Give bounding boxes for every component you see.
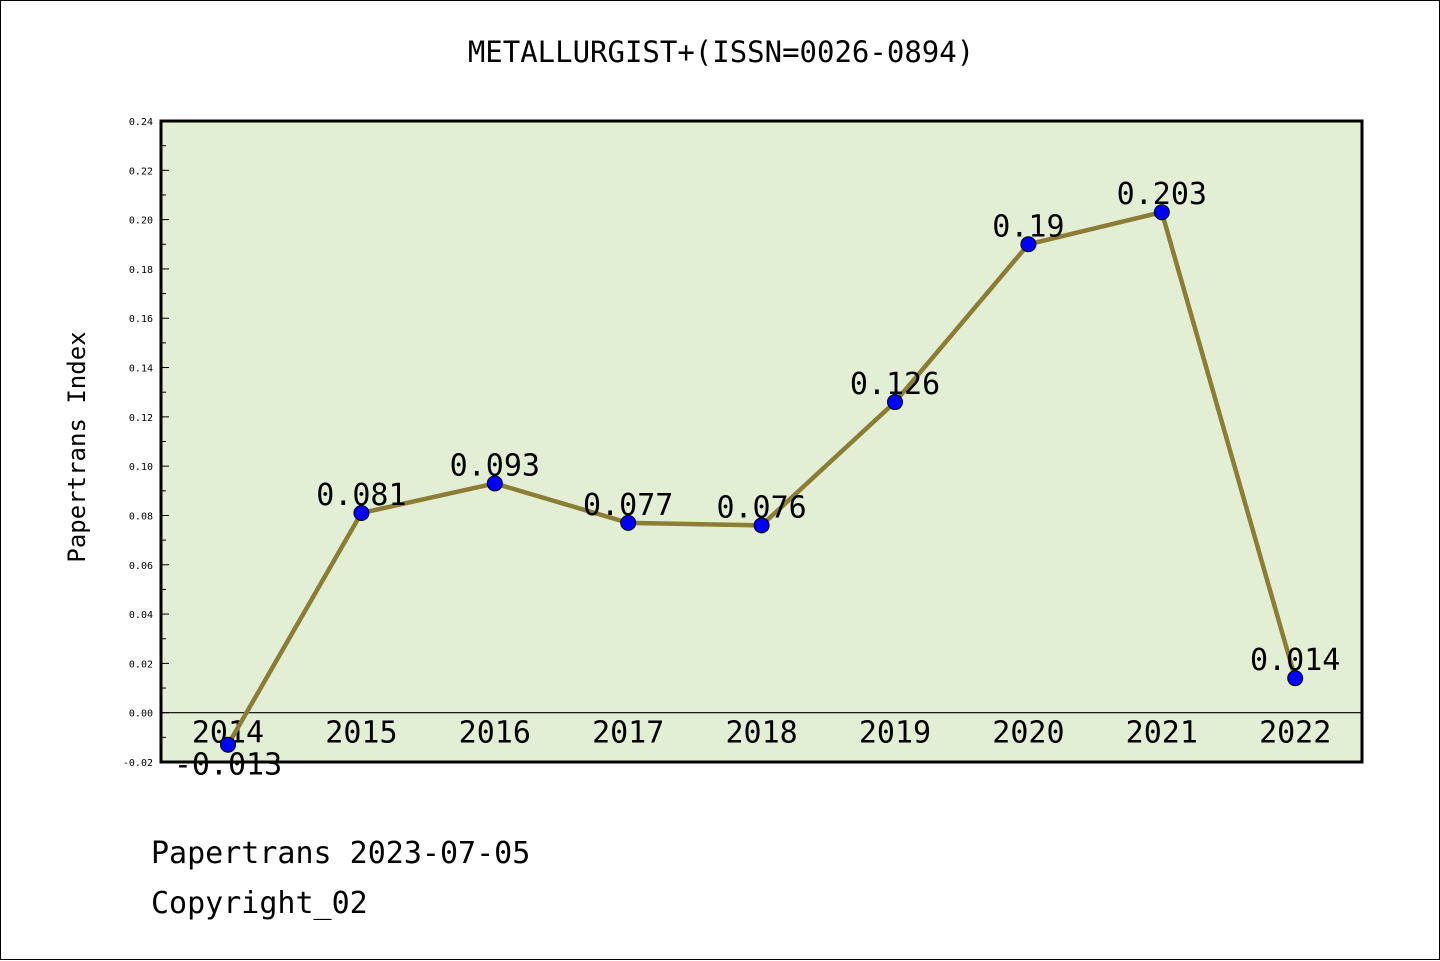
data-point (486, 475, 503, 492)
y-tick-label: 0.04 (129, 610, 153, 621)
data-label: -0.013 (174, 748, 282, 783)
y-tick-label: -0.02 (123, 758, 153, 769)
data-label: 0.081 (316, 478, 406, 513)
data-label: 0.076 (716, 490, 806, 525)
x-tick-label: 2016 (459, 716, 531, 751)
footer-copyright: Copyright_02 (151, 886, 368, 921)
data-point (1287, 670, 1304, 687)
x-tick-label: 2015 (325, 716, 397, 751)
data-point (620, 514, 637, 531)
data-label: 0.203 (1117, 177, 1207, 212)
data-point (887, 394, 903, 411)
data-label: 0.093 (450, 448, 540, 483)
x-tick-label: 2020 (992, 716, 1064, 751)
footer-source: Papertrans 2023-07-05 (151, 836, 531, 871)
y-tick-label: 0.06 (129, 561, 153, 572)
plot-area (161, 121, 1362, 762)
y-tick-label: 0.10 (129, 462, 153, 473)
data-label: 0.014 (1250, 643, 1340, 678)
y-tick-label: 0.16 (129, 314, 153, 325)
chart-title: METALLURGIST+(ISSN=0026-0894) (467, 35, 975, 69)
y-tick-label: 0.02 (129, 659, 153, 670)
data-point (1020, 236, 1037, 253)
x-tick-label: 2018 (725, 716, 797, 751)
y-tick-label: 0.20 (129, 216, 153, 227)
y-tick-label: 0.22 (129, 166, 153, 177)
y-tick-label: 0.14 (129, 364, 153, 375)
data-point (1153, 204, 1170, 221)
data-label: 0.19 (992, 209, 1064, 244)
data-point (353, 504, 370, 521)
data-label: 0.126 (850, 367, 940, 402)
y-tick-label: 0.00 (129, 709, 153, 720)
x-tick-label: 2017 (592, 716, 664, 751)
y-tick-label: 0.08 (129, 511, 153, 522)
data-label: 0.077 (583, 488, 673, 523)
y-tick-label: 0.24 (129, 117, 153, 128)
x-tick-label: 2022 (1259, 716, 1331, 751)
y-tick-label: 0.18 (129, 265, 153, 276)
y-tick-label: 0.12 (129, 413, 153, 424)
x-tick-label: 2021 (1126, 716, 1198, 751)
x-tick-label: 2019 (859, 716, 931, 751)
data-point (220, 736, 236, 753)
data-point (753, 517, 770, 534)
plot-border (159, 119, 1364, 764)
